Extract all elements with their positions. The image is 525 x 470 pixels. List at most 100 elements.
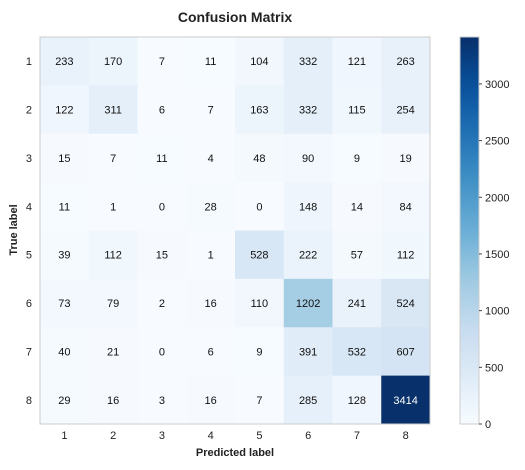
cell-value-label: 16 (205, 298, 217, 310)
cell-value-label: 3 (159, 395, 165, 407)
cell-value-label: 28 (205, 201, 217, 213)
cell-value-label: 0 (159, 346, 165, 358)
cell-value-label: 16 (205, 395, 217, 407)
x-tick-label: 3 (159, 430, 165, 442)
heatmap-cell-1-3 (137, 37, 187, 86)
cell-value-label: 29 (58, 395, 70, 407)
cell-value-label: 233 (55, 56, 73, 68)
y-tick-label: 1 (26, 56, 32, 68)
heatmap-cell-6-2 (88, 278, 138, 328)
heatmap-cell-3-1 (40, 133, 90, 183)
heatmap-cell-7-4 (186, 327, 236, 377)
heatmap-cell-3-8 (381, 133, 431, 183)
heatmap-cell-1-2 (88, 37, 138, 86)
cell-value-label: 48 (253, 153, 265, 165)
cell-value-label: 7 (110, 153, 116, 165)
cell-value-label: 285 (299, 395, 317, 407)
y-tick-label: 6 (26, 298, 32, 310)
x-axis-label: Predicted label (196, 447, 274, 459)
x-tick-label: 6 (305, 430, 311, 442)
heatmap-cell-5-8 (381, 230, 431, 280)
y-axis-ticks: 1 2 3 4 5 6 7 8 (26, 56, 32, 407)
heatmap-cell-5-2 (88, 230, 138, 280)
colorbar-tick-label: 1000 (485, 306, 509, 318)
plot-border (39, 36, 431, 425)
heatmap-cell-5-1 (40, 230, 90, 280)
heatmap-cell-3-7 (332, 133, 382, 183)
heatmap-cell-4-4 (186, 182, 236, 231)
heatmap-cell-7-7 (332, 327, 382, 377)
cell-value-label: 6 (159, 105, 165, 117)
cell-value-label: 148 (299, 201, 317, 213)
cell-value-label: 1202 (296, 298, 320, 310)
y-tick-label: 4 (26, 201, 32, 213)
cell-value-label: 1 (208, 250, 214, 262)
cell-value-label: 104 (250, 56, 268, 68)
colorbar-tick-label: 3000 (485, 79, 509, 91)
heatmap-cell-2-6 (283, 85, 333, 135)
cell-value-label: 84 (400, 201, 412, 213)
colorbar-tick-label: 2000 (485, 192, 509, 204)
heatmap-cell-8-7 (332, 375, 382, 425)
heatmap-cell-6-4 (186, 278, 236, 328)
cell-value-label: 254 (396, 105, 414, 117)
cell-value-label: 222 (299, 250, 317, 262)
heatmap-cell-8-2 (88, 375, 138, 425)
cell-value-label: 90 (302, 153, 314, 165)
heatmap-cell-7-1 (40, 327, 90, 377)
x-tick-label: 7 (354, 430, 360, 442)
y-tick-label: 8 (26, 395, 32, 407)
cell-value-label: 40 (58, 346, 70, 358)
cell-value-label: 112 (104, 250, 122, 262)
colorbar-tick-label: 0 (485, 419, 491, 431)
heatmap-cell-1-7 (332, 37, 382, 86)
cell-value-label: 163 (250, 105, 268, 117)
heatmap-cell-6-7 (332, 278, 382, 328)
cell-value-label: 15 (156, 250, 168, 262)
cell-value-label: 170 (104, 56, 122, 68)
heatmap-cell-6-6 (283, 278, 333, 328)
cell-value-label: 0 (256, 201, 262, 213)
cell-value-label: 391 (299, 346, 317, 358)
y-tick-label: 3 (26, 153, 32, 165)
heatmap-cell-3-6 (283, 133, 333, 183)
heatmap-cell-5-5 (235, 230, 285, 280)
y-axis-label: True label (8, 204, 20, 255)
cell-value-label: 39 (58, 250, 70, 262)
heatmap-cell-2-7 (332, 85, 382, 135)
x-tick-label: 8 (403, 430, 409, 442)
heatmap-cell-1-5 (235, 37, 285, 86)
heatmap-cell-2-2 (88, 85, 138, 135)
chart-title: Confusion Matrix (178, 9, 293, 25)
cell-value-label: 263 (396, 56, 414, 68)
heatmap-cell-3-3 (137, 133, 187, 183)
cell-value-label: 14 (351, 201, 363, 213)
x-tick-label: 2 (110, 430, 116, 442)
heatmap-cell-4-6 (283, 182, 333, 231)
heatmap-cell-1-4 (186, 37, 236, 86)
x-tick-label: 5 (256, 430, 262, 442)
cell-value-label: 122 (55, 105, 73, 117)
cell-value-label: 16 (107, 395, 119, 407)
heatmap-cell-8-3 (137, 375, 187, 425)
cell-value-label: 332 (299, 105, 317, 117)
heatmap-cell-6-5 (235, 278, 285, 328)
heatmap-cell-8-5 (235, 375, 285, 425)
heatmap-cell-6-3 (137, 278, 187, 328)
cell-value-label: 15 (58, 153, 70, 165)
cell-value-label: 1 (110, 201, 116, 213)
colorbar-ticks: 0 500 1000 1500 2000 2500 3000 (479, 79, 509, 431)
heatmap-cell-3-2 (88, 133, 138, 183)
heatmap-cell-3-4 (186, 133, 236, 183)
heatmap-cell-8-6 (283, 375, 333, 425)
heatmap-cell-7-3 (137, 327, 187, 377)
heatmap-cell-5-3 (137, 230, 187, 280)
colorbar (459, 36, 480, 425)
heatmap-cell-4-8 (381, 182, 431, 231)
heatmap-cell-6-8 (381, 278, 431, 328)
heatmap-cell-3-5 (235, 133, 285, 183)
heatmap-cell-2-4 (186, 85, 236, 135)
cell-value-label: 607 (396, 346, 414, 358)
colorbar-tick-label: 2500 (485, 136, 509, 148)
